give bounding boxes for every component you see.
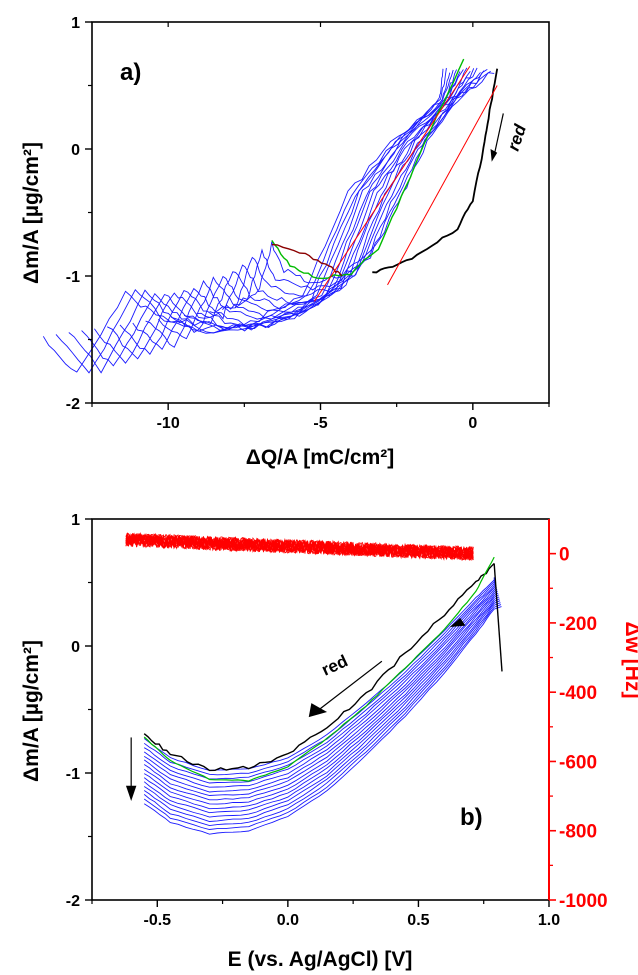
panel-b-blue-cycle: [143, 602, 501, 827]
panel-b-x-tick-label: 1.0: [538, 912, 560, 929]
panel-b-frequency-trace: [125, 533, 474, 560]
panel-a-ticks: -10 -5 0 1 0 -1 -2: [66, 15, 550, 432]
panel-a-series-line: [387, 85, 498, 286]
panel-a-blue-cycle: [42, 68, 444, 373]
panel-a-arrow: [493, 113, 504, 156]
panel-a: -10 -5 0 1 0 -1 -2 a) red Δm/A [µg/cm²] ΔQ/A […: [20, 15, 550, 469]
panel-a-arrowhead: [490, 149, 498, 162]
panel-b-right-tick-label: -1000: [559, 891, 608, 912]
panel-a-plot-area: [42, 58, 504, 374]
panel-b-blue-cycle: [143, 588, 498, 796]
panel-b-blue-cycle: [143, 604, 502, 830]
panel-a-blue-cycle: [81, 69, 454, 367]
panel-b-y-tick-label: 0: [71, 639, 80, 656]
panel-b-plot-area: [125, 532, 503, 835]
panel-b-x-axis-label: E (vs. Ag/AgCl) [V]: [228, 948, 413, 971]
panel-b-right-tick-label: -600: [559, 752, 597, 773]
panel-b-x-tick-label: 0.5: [407, 912, 429, 929]
panel-a-blue-cycle: [68, 72, 451, 374]
panel-b-series-line: [143, 556, 495, 782]
panel-a-blue-cycle: [234, 72, 495, 309]
panel-b-red-annotation: red: [319, 651, 351, 679]
panel-b-arrow: [318, 660, 383, 710]
panel-b-right-tick-label: 0: [559, 545, 570, 566]
panel-b: -0.5 0.0 0.5 1.0 1 0 -1 -2 0 -200 -400 -600 -800 -100…: [20, 512, 638, 971]
panel-b-blue-cycle: [143, 577, 495, 771]
panel-a-series-line: [372, 68, 499, 274]
panel-b-blue-cycle: [143, 606, 502, 835]
panel-b-x-tick-label: -0.5: [143, 912, 171, 929]
panel-a-series-line: [313, 66, 471, 302]
panel-a-y-tick-label: 0: [71, 142, 80, 159]
panel-a-series-line: [271, 243, 343, 277]
panel-b-x-tick-label: 0.0: [277, 912, 299, 929]
panel-b-right-tick-label: -800: [559, 822, 597, 843]
panel-b-y-tick-label: -2: [66, 893, 80, 910]
panel-b-end-segment: [493, 563, 503, 672]
panel-b-blue-cycle: [143, 590, 498, 801]
panel-a-label: a): [120, 59, 141, 86]
panel-a-blue-cycle: [209, 69, 488, 314]
panel-b-blue-cycle: [143, 592, 499, 805]
panel-b-blue-cycle: [143, 579, 496, 776]
panel-a-y-tick-label: 1: [71, 15, 80, 32]
panel-a-red-annotation: red: [504, 122, 530, 154]
panel-b-y-tick-label: -1: [66, 766, 80, 783]
panel-b-blue-cycle: [143, 598, 500, 818]
panel-b-small-arrowhead: [449, 618, 466, 627]
panel-a-x-tick-label: -10: [157, 415, 180, 432]
panel-b-y-axis-label: Δm/A [µg/cm²]: [20, 640, 43, 782]
panel-b-right-axis-label: Δw [Hz]: [621, 622, 638, 699]
panel-a-y-tick-label: -2: [66, 396, 80, 413]
panel-b-label: b): [460, 804, 483, 831]
panel-b-right-tick-label: -400: [559, 683, 597, 704]
panel-b-blue-cycle: [143, 594, 499, 810]
panel-a-x-axis-label: ΔQ/A [mC/cm²]: [246, 446, 395, 469]
panel-b-y-tick-label: 1: [71, 512, 80, 529]
panel-b-arrowhead: [308, 703, 328, 718]
panel-a-blue-cycle: [94, 69, 458, 364]
panel-b-blue-cycle: [143, 596, 500, 814]
panel-a-x-tick-label: -5: [313, 415, 327, 432]
panel-b-series-line: [143, 563, 495, 772]
panel-b-blue-cycle: [143, 586, 497, 793]
panel-a-y-axis-label: Δm/A [µg/cm²]: [20, 142, 43, 284]
panel-b-blue-cycle: [143, 581, 496, 780]
panel-b-blue-cycle: [143, 582, 496, 784]
panel-a-y-tick-label: -1: [66, 269, 80, 286]
panel-b-down-arrowhead: [125, 785, 137, 801]
panel-a-blue-cycle: [171, 67, 478, 334]
panel-b-blue-cycle: [143, 600, 501, 822]
panel-a-x-tick-label: 0: [468, 415, 477, 432]
panel-b-right-tick-label: -200: [559, 614, 597, 635]
panel-a-series-line: [271, 58, 465, 280]
panel-b-ticks: -0.5 0.0 0.5 1.0 1 0 -1 -2 0 -200 -400 -600 -800 -100…: [66, 512, 608, 929]
